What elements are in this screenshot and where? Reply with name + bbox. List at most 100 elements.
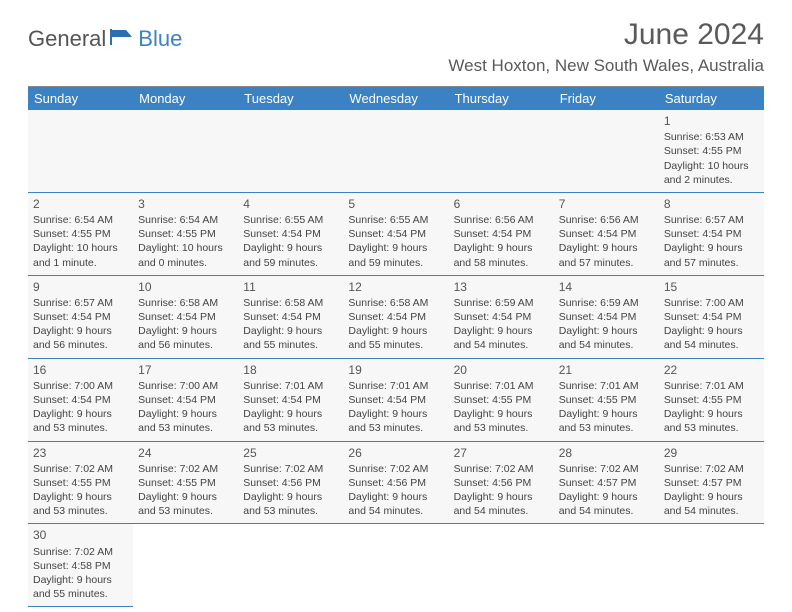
day-daylight2: and 54 minutes. xyxy=(664,338,759,352)
day-daylight1: Daylight: 9 hours xyxy=(243,407,338,421)
day-sunrise: Sunrise: 6:53 AM xyxy=(664,130,759,144)
weekday-header: Wednesday xyxy=(343,87,448,110)
day-sunrise: Sunrise: 6:58 AM xyxy=(138,296,233,310)
day-cell: 8Sunrise: 6:57 AMSunset: 4:54 PMDaylight… xyxy=(659,193,764,276)
day-daylight1: Daylight: 9 hours xyxy=(454,490,549,504)
day-number: 26 xyxy=(348,445,443,461)
header: General Blue June 2024 West Hoxton, New … xyxy=(28,18,764,76)
trailing-blank-cell xyxy=(343,524,448,607)
day-sunrise: Sunrise: 6:54 AM xyxy=(138,213,233,227)
weekday-header: Friday xyxy=(554,87,659,110)
day-sunrise: Sunrise: 6:58 AM xyxy=(243,296,338,310)
day-cell: 18Sunrise: 7:01 AMSunset: 4:54 PMDayligh… xyxy=(238,359,343,442)
day-daylight1: Daylight: 9 hours xyxy=(454,407,549,421)
day-daylight2: and 54 minutes. xyxy=(348,504,443,518)
day-number: 18 xyxy=(243,362,338,378)
day-daylight1: Daylight: 9 hours xyxy=(243,490,338,504)
day-sunset: Sunset: 4:54 PM xyxy=(243,227,338,241)
day-number: 11 xyxy=(243,279,338,295)
day-sunset: Sunset: 4:55 PM xyxy=(559,393,654,407)
day-number: 15 xyxy=(664,279,759,295)
day-daylight1: Daylight: 10 hours xyxy=(138,241,233,255)
day-daylight1: Daylight: 9 hours xyxy=(348,324,443,338)
day-number: 17 xyxy=(138,362,233,378)
day-sunrise: Sunrise: 7:02 AM xyxy=(348,462,443,476)
logo: General Blue xyxy=(28,18,182,52)
day-number: 1 xyxy=(664,113,759,129)
day-number: 22 xyxy=(664,362,759,378)
day-daylight2: and 59 minutes. xyxy=(348,256,443,270)
blank-cell xyxy=(28,110,133,193)
day-sunrise: Sunrise: 7:02 AM xyxy=(664,462,759,476)
day-cell: 20Sunrise: 7:01 AMSunset: 4:55 PMDayligh… xyxy=(449,359,554,442)
day-daylight1: Daylight: 9 hours xyxy=(664,490,759,504)
logo-text-a: General xyxy=(28,26,106,52)
day-sunset: Sunset: 4:58 PM xyxy=(33,559,128,573)
day-cell: 10Sunrise: 6:58 AMSunset: 4:54 PMDayligh… xyxy=(133,276,238,359)
day-daylight2: and 54 minutes. xyxy=(559,504,654,518)
trailing-blank-cell xyxy=(449,524,554,607)
day-sunrise: Sunrise: 7:02 AM xyxy=(454,462,549,476)
day-daylight2: and 59 minutes. xyxy=(243,256,338,270)
day-sunset: Sunset: 4:54 PM xyxy=(559,227,654,241)
day-sunset: Sunset: 4:54 PM xyxy=(348,393,443,407)
day-daylight2: and 53 minutes. xyxy=(138,504,233,518)
day-daylight2: and 53 minutes. xyxy=(243,504,338,518)
flag-icon xyxy=(110,28,134,51)
day-daylight1: Daylight: 9 hours xyxy=(138,490,233,504)
month-title: June 2024 xyxy=(448,18,764,52)
day-daylight2: and 53 minutes. xyxy=(348,421,443,435)
day-sunset: Sunset: 4:54 PM xyxy=(454,227,549,241)
trailing-blank-cell xyxy=(554,524,659,607)
day-cell: 28Sunrise: 7:02 AMSunset: 4:57 PMDayligh… xyxy=(554,442,659,525)
weekday-header: Saturday xyxy=(659,87,764,110)
day-cell: 21Sunrise: 7:01 AMSunset: 4:55 PMDayligh… xyxy=(554,359,659,442)
day-daylight2: and 55 minutes. xyxy=(348,338,443,352)
day-daylight1: Daylight: 9 hours xyxy=(33,324,128,338)
day-daylight1: Daylight: 9 hours xyxy=(348,241,443,255)
day-sunset: Sunset: 4:54 PM xyxy=(348,227,443,241)
weekday-header: Thursday xyxy=(449,87,554,110)
calendar-grid: SundayMondayTuesdayWednesdayThursdayFrid… xyxy=(28,86,764,607)
day-sunset: Sunset: 4:54 PM xyxy=(33,310,128,324)
day-sunrise: Sunrise: 7:00 AM xyxy=(664,296,759,310)
day-sunrise: Sunrise: 7:02 AM xyxy=(33,545,128,559)
day-sunrise: Sunrise: 6:56 AM xyxy=(454,213,549,227)
logo-text-b: Blue xyxy=(138,26,182,52)
day-number: 13 xyxy=(454,279,549,295)
day-sunset: Sunset: 4:55 PM xyxy=(33,227,128,241)
day-sunset: Sunset: 4:54 PM xyxy=(243,393,338,407)
day-daylight2: and 57 minutes. xyxy=(559,256,654,270)
day-number: 9 xyxy=(33,279,128,295)
day-daylight2: and 58 minutes. xyxy=(454,256,549,270)
day-sunset: Sunset: 4:55 PM xyxy=(33,476,128,490)
trailing-blank-cell xyxy=(238,524,343,607)
day-sunrise: Sunrise: 6:59 AM xyxy=(454,296,549,310)
day-daylight1: Daylight: 9 hours xyxy=(664,241,759,255)
day-daylight2: and 53 minutes. xyxy=(138,421,233,435)
day-sunset: Sunset: 4:56 PM xyxy=(454,476,549,490)
day-number: 20 xyxy=(454,362,549,378)
day-daylight1: Daylight: 9 hours xyxy=(138,324,233,338)
day-sunrise: Sunrise: 7:00 AM xyxy=(33,379,128,393)
day-sunset: Sunset: 4:54 PM xyxy=(664,310,759,324)
day-sunrise: Sunrise: 7:01 AM xyxy=(243,379,338,393)
day-sunset: Sunset: 4:54 PM xyxy=(138,393,233,407)
day-daylight2: and 57 minutes. xyxy=(664,256,759,270)
day-daylight1: Daylight: 9 hours xyxy=(243,324,338,338)
day-sunrise: Sunrise: 7:01 AM xyxy=(664,379,759,393)
day-cell: 1Sunrise: 6:53 AMSunset: 4:55 PMDaylight… xyxy=(659,110,764,193)
day-daylight1: Daylight: 9 hours xyxy=(138,407,233,421)
day-number: 6 xyxy=(454,196,549,212)
day-daylight2: and 53 minutes. xyxy=(664,421,759,435)
day-daylight1: Daylight: 9 hours xyxy=(243,241,338,255)
day-sunset: Sunset: 4:54 PM xyxy=(559,310,654,324)
day-cell: 3Sunrise: 6:54 AMSunset: 4:55 PMDaylight… xyxy=(133,193,238,276)
day-daylight2: and 53 minutes. xyxy=(33,421,128,435)
day-daylight1: Daylight: 9 hours xyxy=(559,324,654,338)
day-daylight1: Daylight: 9 hours xyxy=(454,324,549,338)
day-daylight1: Daylight: 10 hours xyxy=(664,159,759,173)
day-sunrise: Sunrise: 6:56 AM xyxy=(559,213,654,227)
day-daylight2: and 1 minute. xyxy=(33,256,128,270)
day-number: 14 xyxy=(559,279,654,295)
